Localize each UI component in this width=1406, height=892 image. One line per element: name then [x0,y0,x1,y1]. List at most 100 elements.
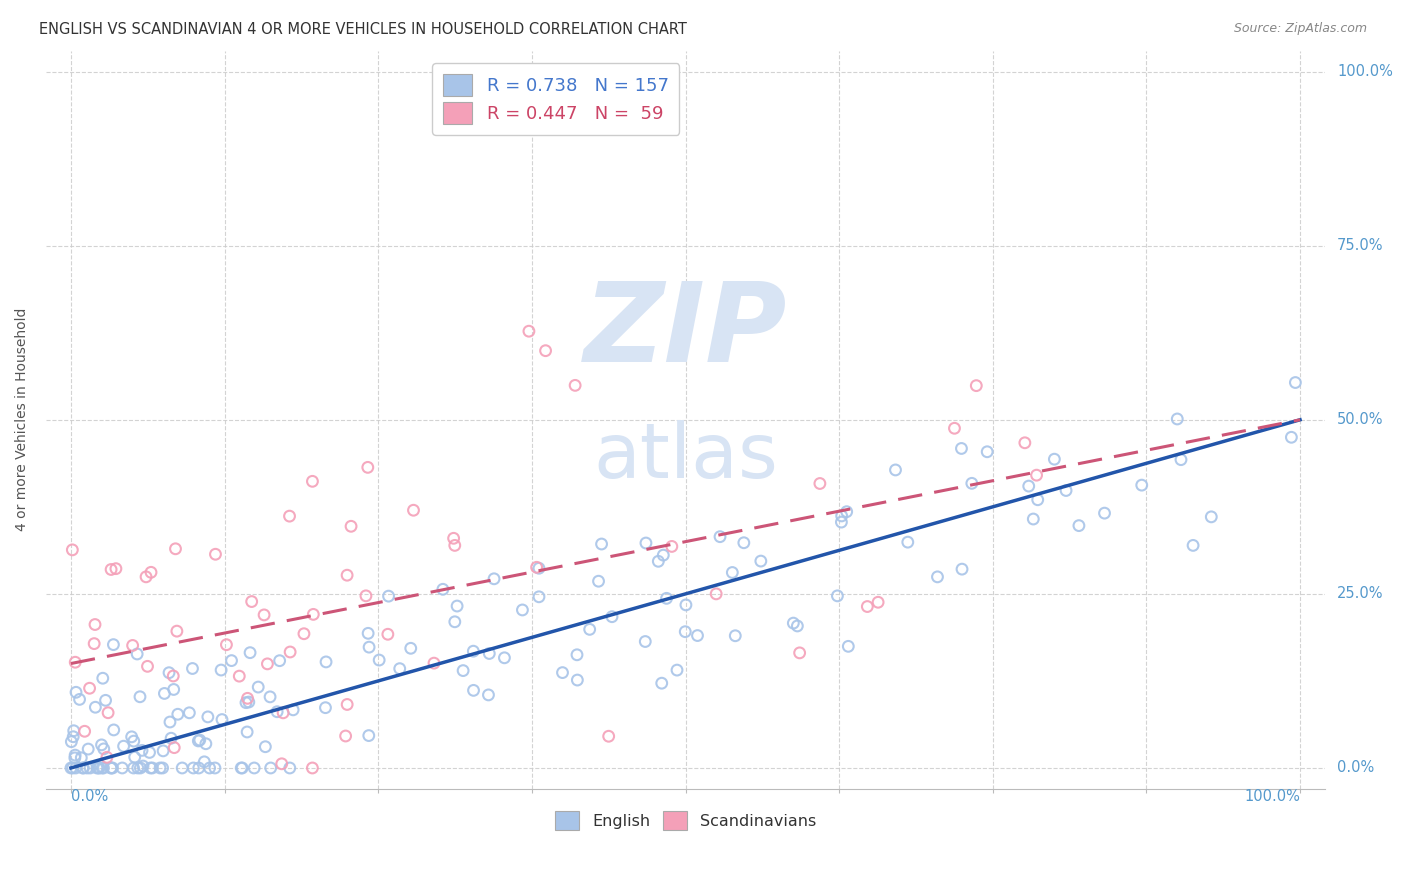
Point [141,761,163,775]
Text: Source: ZipAtlas.com: Source: ZipAtlas.com [1233,22,1367,36]
Point [62,730,84,744]
Point [675,598,697,612]
Point [231,761,253,775]
Point [235,696,257,710]
Point [302,607,325,622]
Point [721,566,744,580]
Point [181,661,204,675]
Point [79,761,101,775]
Point [432,582,454,597]
Text: 50.0%: 50.0% [1337,412,1384,427]
Point [112,739,135,754]
Point [598,729,620,743]
Point [526,560,548,574]
Point [1043,452,1066,467]
Point [135,570,157,584]
Point [121,730,143,744]
Point [72,761,94,775]
Legend: English, Scandinavians: English, Scandinavians [548,805,823,837]
Point [1094,506,1116,520]
Point [139,566,162,580]
Text: ZIP: ZIP [583,278,787,385]
Point [1201,509,1223,524]
Point [368,653,391,667]
Point [60,542,83,557]
Point [89,761,111,775]
Point [253,607,276,622]
Point [165,541,187,556]
Point [132,759,155,773]
Point [59,761,82,775]
Point [463,644,485,658]
Point [377,589,399,603]
Point [238,695,260,709]
Point [104,562,127,576]
Text: 100.0%: 100.0% [1337,64,1393,79]
Point [494,650,516,665]
Point [72,761,94,775]
Point [301,475,323,489]
Point [122,761,145,775]
Text: 0.0%: 0.0% [1337,761,1374,775]
Point [281,703,304,717]
Point [153,686,176,700]
Point [976,444,998,458]
Point [228,669,250,683]
Point [97,706,120,720]
Point [591,537,613,551]
Point [215,638,238,652]
Point [124,750,146,764]
Point [166,707,188,722]
Point [100,761,122,775]
Point [564,378,586,392]
Point [388,662,411,676]
Point [960,476,983,491]
Point [60,734,83,748]
Point [340,519,363,533]
Point [94,693,117,707]
Point [782,616,804,631]
Point [243,761,266,775]
Point [63,748,86,763]
Point [856,599,879,614]
Point [578,623,600,637]
Point [315,655,337,669]
Point [1025,468,1047,483]
Point [259,690,281,704]
Point [666,663,689,677]
Text: 75.0%: 75.0% [1337,238,1384,253]
Point [152,744,174,758]
Point [965,378,987,392]
Point [247,680,270,694]
Point [1284,376,1306,390]
Point [138,746,160,760]
Point [278,761,301,775]
Text: 0.0%: 0.0% [70,789,108,804]
Point [1166,412,1188,426]
Point [1054,483,1077,498]
Point [600,609,623,624]
Point [93,761,115,775]
Point [517,324,540,338]
Point [655,591,678,606]
Point [84,700,107,714]
Point [661,540,683,554]
Point [709,530,731,544]
Point [359,640,381,654]
Point [950,562,973,576]
Point [160,731,183,746]
Point [103,723,125,737]
Point [91,671,114,685]
Point [240,594,263,608]
Point [927,570,949,584]
Point [336,698,359,712]
Point [837,640,859,654]
Point [1182,538,1205,552]
Point [131,743,153,757]
Point [269,654,291,668]
Point [278,509,301,524]
Point [101,761,124,775]
Point [651,676,673,690]
Point [357,729,380,743]
Point [166,624,188,639]
